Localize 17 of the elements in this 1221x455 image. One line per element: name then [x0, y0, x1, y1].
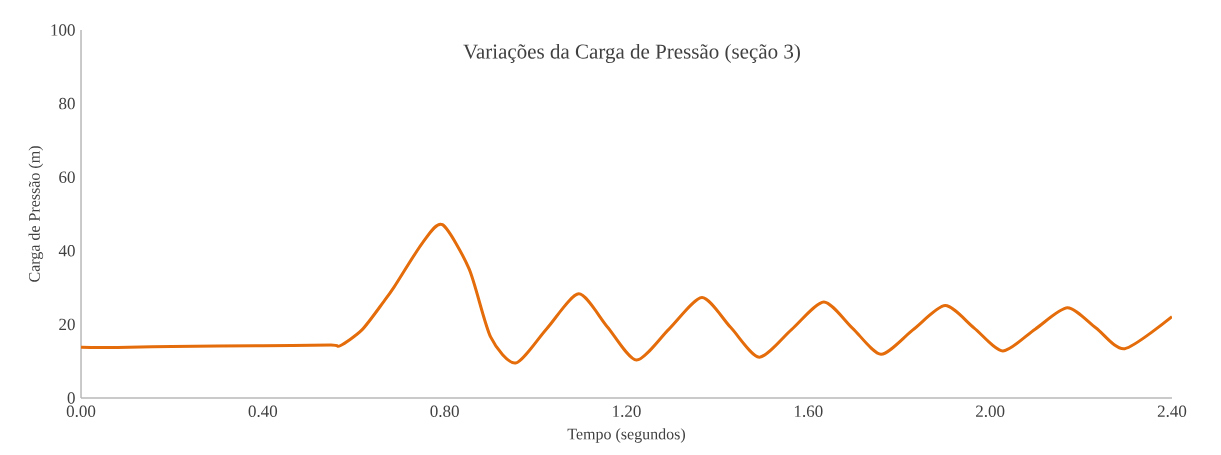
line-series [81, 223, 1172, 365]
text: Variações da Carga de Pressão (seção 3) [463, 43, 800, 63]
x-tick-label: 2.00 [976, 405, 1005, 418]
x-tick-label: 0.40 [248, 405, 278, 418]
y-tick-label: 100 [51, 24, 75, 36]
x-tick-label: 0.00 [66, 405, 96, 418]
x-tick-label: 2.40 [1157, 405, 1187, 418]
x-tick-label: 1.20 [613, 405, 641, 418]
y-tick-label: 40 [58, 245, 75, 257]
y-tick-label: 20 [59, 318, 75, 331]
x-axis-title: Tempo (segundos) [567, 428, 685, 443]
y-tick-label: 60 [59, 171, 75, 183]
y-tick-label: 0 [67, 392, 75, 404]
x-tick-label: 0.80 [430, 405, 459, 418]
y-tick-label: 80 [59, 97, 75, 110]
x-tick-label: 1.60 [794, 405, 823, 418]
y-axis-title: Carga de Pressão (m) [28, 146, 44, 282]
